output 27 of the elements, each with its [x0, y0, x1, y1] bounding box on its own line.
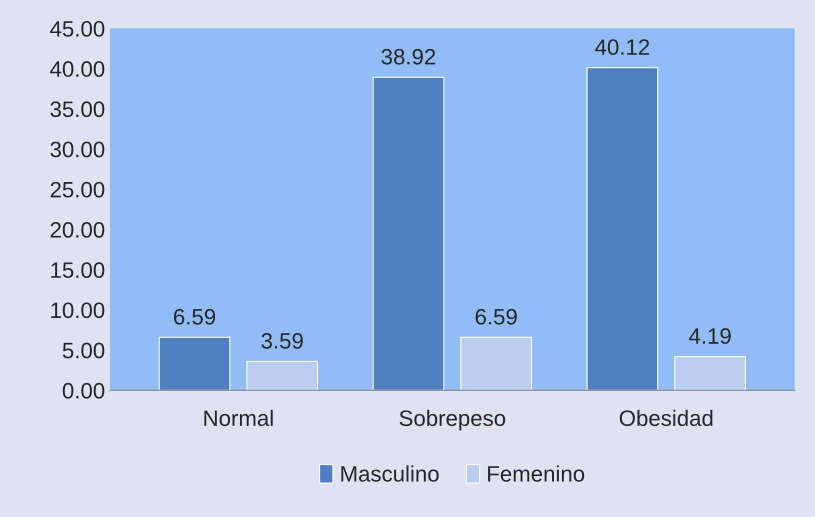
y-tick-label: 10.00 [51, 302, 104, 318]
data-label: 38.92 [382, 48, 436, 65]
bar [372, 76, 444, 390]
y-tick-label: 45.00 [50, 20, 104, 37]
y-tick-label: 0.00 [62, 382, 104, 399]
data-label: 3.59 [261, 333, 303, 349]
data-label: 6.59 [476, 308, 517, 325]
y-tick-label: 15.00 [51, 262, 104, 278]
y-tick-label: 35.00 [50, 101, 104, 118]
x-tick-label: Normal [204, 410, 273, 426]
bar [158, 336, 230, 390]
bar [460, 336, 532, 390]
y-tick-label: 20.00 [50, 222, 104, 238]
bar [674, 356, 746, 390]
x-tick-label: Sobrepeso [400, 410, 506, 430]
legend-label: Masculino [341, 465, 439, 482]
legend-label: Femenino [488, 465, 584, 482]
data-label: 6.59 [174, 308, 216, 325]
y-tick-label: 40.00 [50, 61, 104, 77]
data-label: 40.12 [595, 39, 650, 55]
bar [246, 360, 318, 390]
y-tick-label: 25.00 [50, 182, 104, 198]
bar [586, 67, 658, 390]
y-tick-label: 5.00 [62, 342, 104, 358]
x-tick-label: Obesidad [620, 410, 712, 426]
data-label: 4.19 [689, 328, 731, 344]
y-tick-label: 30.00 [50, 142, 104, 158]
